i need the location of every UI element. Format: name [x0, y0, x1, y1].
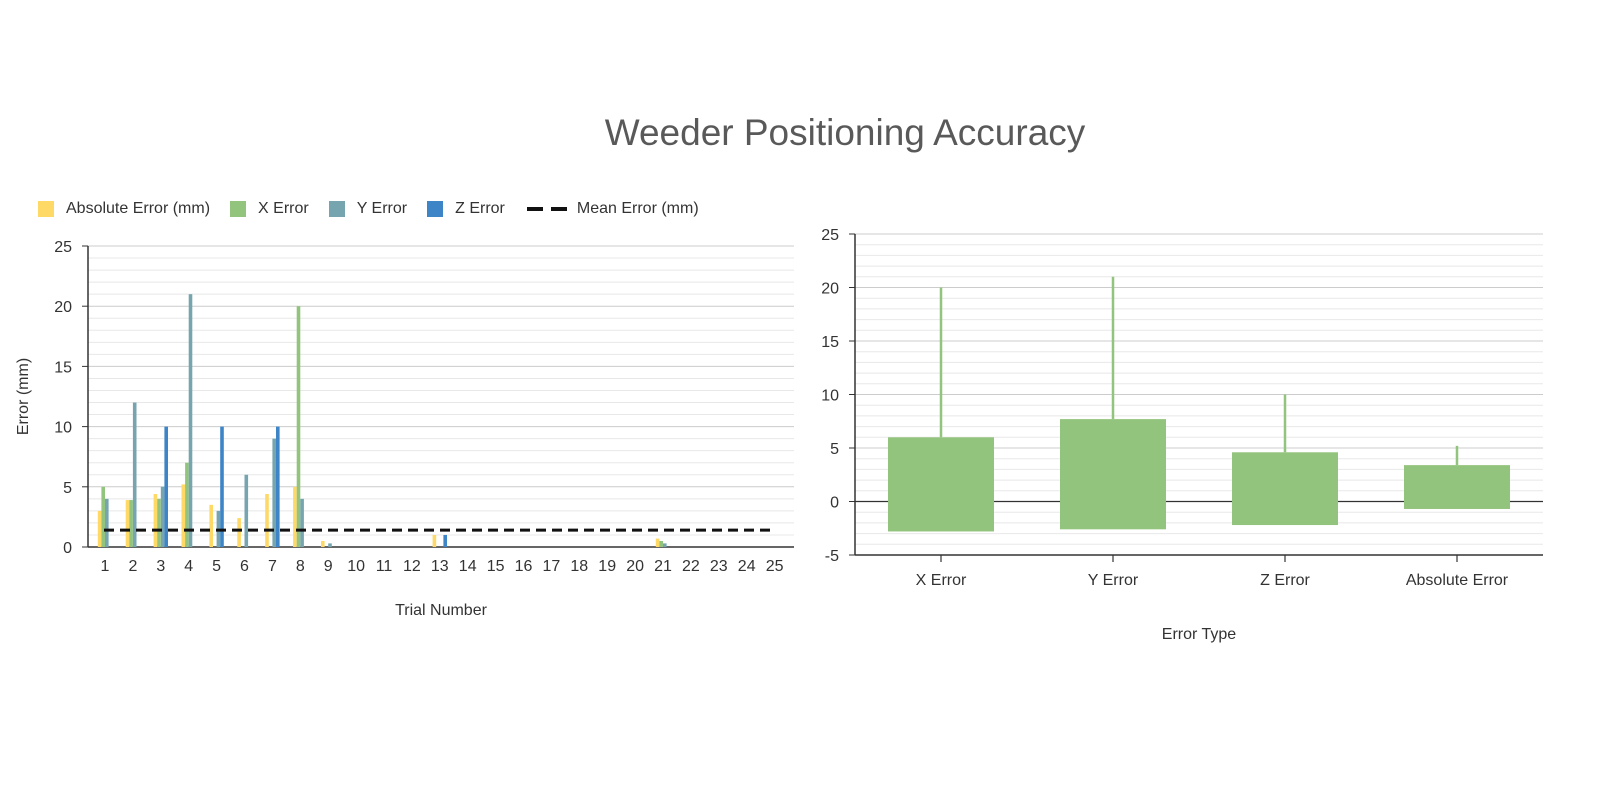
- box-absolute-error: [1404, 465, 1510, 509]
- box-z-error: [1232, 452, 1338, 526]
- y-tick-label: 10: [821, 388, 839, 405]
- x-tick-label: 3: [156, 558, 165, 575]
- y-tick-label: 5: [830, 441, 839, 458]
- y-tick-label: 15: [54, 359, 72, 376]
- y-tick-label: 10: [54, 420, 72, 437]
- bar-x-error: [129, 500, 133, 547]
- x-tick-label: 1: [101, 558, 110, 575]
- bar-absolute-error-mm: [209, 504, 213, 547]
- x-tick-label: 21: [654, 558, 672, 575]
- bar-absolute-error-mm: [265, 494, 269, 547]
- legend-item-y-error[interactable]: Y Error: [328, 200, 408, 218]
- x-tick-label: 10: [347, 558, 365, 575]
- bar-z-error: [220, 426, 224, 547]
- x-tick-label: Z Error: [1260, 572, 1310, 589]
- bar-x-error: [296, 306, 301, 547]
- x-tick-label: 23: [710, 558, 728, 575]
- y-tick-label: 5: [63, 480, 72, 497]
- bar-z-error: [276, 426, 280, 547]
- bar-absolute-error-mm: [97, 510, 102, 547]
- x-axis-label: Error Type: [1162, 626, 1237, 643]
- box-x-error: [888, 437, 994, 532]
- x-tick-label: 14: [459, 558, 477, 575]
- legend-item-absolute-error[interactable]: Absolute Error (mm): [38, 200, 210, 218]
- bar-x-error: [659, 540, 663, 547]
- bar-x-error: [185, 462, 189, 547]
- x-tick-label: 22: [682, 558, 700, 575]
- x-tick-label: 5: [212, 558, 221, 575]
- y-tick-label: 25: [54, 239, 72, 256]
- y-tick-label: 0: [830, 495, 839, 512]
- legend-item-x-error[interactable]: X Error: [230, 200, 309, 218]
- legend-label-x-error: X Error: [258, 200, 309, 217]
- bar-x-error: [157, 498, 161, 547]
- bar-y-error: [188, 294, 193, 547]
- x-axis-label: Trial Number: [395, 602, 488, 619]
- x-tick-label: 24: [738, 558, 756, 575]
- y-tick-label: 20: [54, 299, 72, 316]
- bar-y-error: [300, 498, 304, 547]
- x-tick-label: 9: [324, 558, 333, 575]
- y-tick-label: 15: [821, 334, 839, 351]
- x-tick-label: 20: [626, 558, 644, 575]
- bar-absolute-error-mm: [321, 540, 325, 547]
- x-tick-label: 4: [184, 558, 193, 575]
- bar-absolute-error-mm: [125, 500, 130, 547]
- y-tick-label: 0: [63, 540, 72, 557]
- chart-title: Weeder Positioning Accuracy: [604, 112, 1086, 153]
- bar-absolute-error-mm: [432, 534, 437, 547]
- bar-x-error: [101, 486, 105, 547]
- y-axis-label: Error (mm): [15, 358, 32, 435]
- x-tick-label: 2: [128, 558, 137, 575]
- bar-absolute-error-mm: [153, 494, 158, 547]
- x-tick-label: 7: [268, 558, 277, 575]
- bar-y-error: [328, 543, 332, 547]
- x-tick-label: 25: [766, 558, 784, 575]
- x-tick-label: 12: [403, 558, 421, 575]
- x-tick-label: 15: [487, 558, 505, 575]
- bar-y-error: [132, 402, 137, 547]
- x-tick-label: 17: [543, 558, 561, 575]
- x-tick-label: 13: [431, 558, 449, 575]
- legend-item-z-error[interactable]: Z Error: [427, 200, 505, 218]
- x-tick-label: X Error: [916, 572, 967, 589]
- x-tick-label: 11: [376, 558, 393, 575]
- legend-label-absolute-error: Absolute Error (mm): [66, 200, 211, 217]
- bar-absolute-error-mm: [655, 538, 660, 547]
- legend-item-mean-error[interactable]: Mean Error (mm): [525, 200, 699, 218]
- legend-label-mean-error: Mean Error (mm): [576, 200, 699, 217]
- box-y-error: [1060, 419, 1166, 530]
- bar-y-error: [244, 474, 249, 547]
- legend-label-z-error: Z Error: [455, 200, 505, 217]
- y-tick-label: -5: [825, 548, 839, 565]
- y-tick-label: 20: [821, 281, 839, 298]
- x-tick-label: 6: [240, 558, 249, 575]
- legend: Absolute Error (mm) X Error Y Error Z Er…: [38, 198, 719, 220]
- x-tick-label: Y Error: [1088, 572, 1139, 589]
- bar-z-error: [443, 534, 447, 547]
- bar-y-error: [663, 543, 667, 547]
- bar-z-error: [164, 426, 168, 547]
- x-tick-label: Absolute Error: [1406, 572, 1509, 589]
- legend-swatch-z-error: [427, 201, 444, 217]
- bar-absolute-error-mm: [237, 518, 241, 547]
- x-tick-label: 8: [296, 558, 305, 575]
- bar-y-error: [160, 486, 165, 547]
- x-tick-label: 16: [515, 558, 533, 575]
- legend-swatch-mean-error: [525, 201, 567, 217]
- x-tick-label: 18: [570, 558, 588, 575]
- legend-swatch-y-error: [328, 201, 345, 217]
- legend-swatch-absolute-error: [38, 201, 54, 217]
- bar-y-error: [105, 498, 109, 547]
- legend-swatch-x-error: [230, 201, 247, 217]
- bar-absolute-error-mm: [181, 484, 186, 547]
- x-tick-label: 19: [598, 558, 616, 575]
- legend-label-y-error: Y Error: [356, 200, 408, 217]
- y-tick-label: 25: [821, 227, 839, 244]
- bar-y-error: [272, 438, 276, 547]
- bar-absolute-error-mm: [293, 486, 297, 547]
